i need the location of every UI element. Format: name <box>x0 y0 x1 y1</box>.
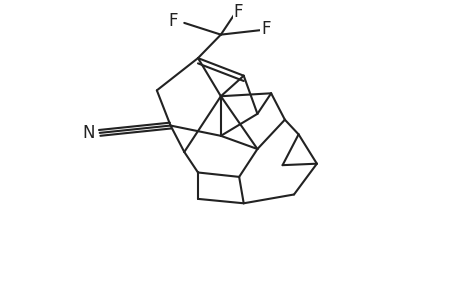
Text: F: F <box>168 12 177 30</box>
Text: F: F <box>233 3 242 21</box>
Text: F: F <box>260 20 270 38</box>
Text: N: N <box>82 124 94 142</box>
